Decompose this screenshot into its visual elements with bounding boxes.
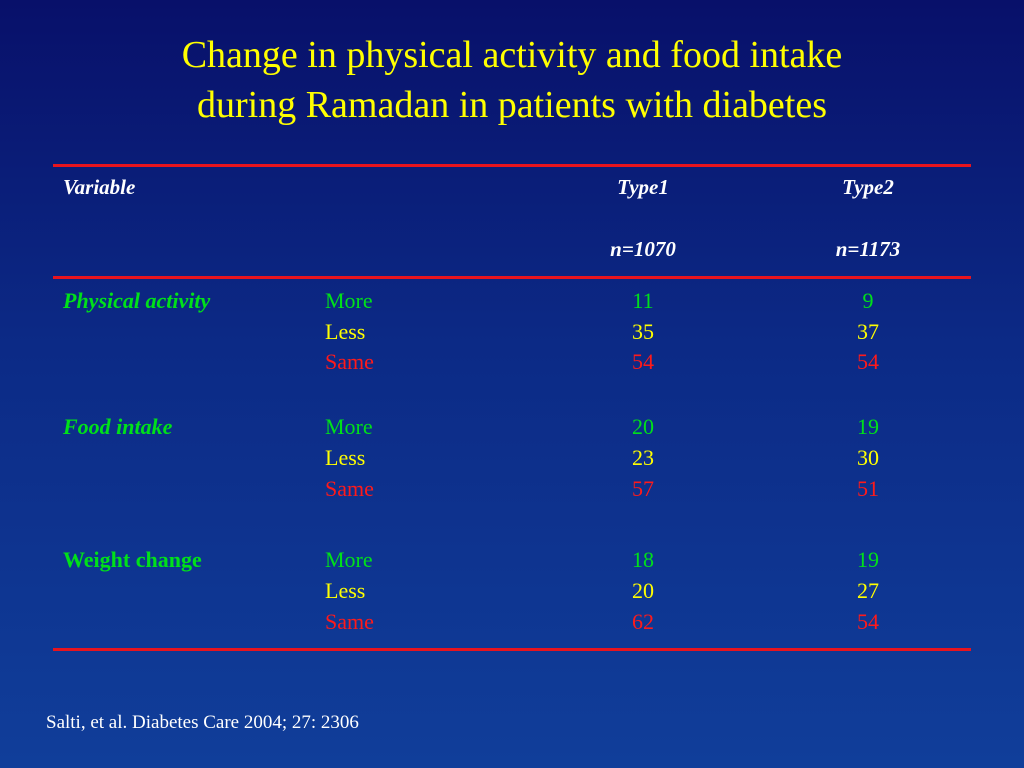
row-label-less: Less [325, 445, 366, 470]
group-name-physical-activity: Physical activity [63, 288, 211, 313]
cell-type1: 20 [632, 414, 654, 439]
row-label-more: More [325, 288, 373, 313]
row-label-less: Less [325, 578, 366, 603]
cell-type1: 54 [632, 349, 654, 374]
slide-title: Change in physical activity and food int… [0, 30, 1024, 130]
row-label-same: Same [325, 349, 374, 374]
row-label-same: Same [325, 609, 374, 634]
table-header-rule [53, 276, 971, 279]
cell-type1: 18 [632, 547, 654, 572]
header-variable: Variable [63, 175, 136, 199]
header-type2: Type2 [842, 175, 894, 199]
cell-type1: 20 [632, 578, 654, 603]
cell-type2: 30 [857, 445, 879, 470]
row-label-more: More [325, 547, 373, 572]
group-name-food-intake: Food intake [63, 414, 173, 439]
header-type2-n: n=1173 [835, 237, 901, 261]
cell-type2: 54 [857, 349, 879, 374]
cell-type1: 35 [632, 319, 654, 344]
group-name-weight-change: Weight change [63, 547, 202, 572]
cell-type1: 62 [632, 609, 654, 634]
cell-type2: 54 [857, 609, 879, 634]
source-citation: Salti, et al. Diabetes Care 2004; 27: 23… [46, 712, 359, 733]
title-line-2: during Ramadan in patients with diabetes [196, 84, 828, 126]
row-label-less: Less [325, 319, 366, 344]
title-line-1: Change in physical activity and food int… [181, 34, 843, 76]
cell-type1: 11 [632, 288, 654, 313]
cell-type2: 51 [857, 476, 879, 501]
cell-type2: 19 [857, 414, 879, 439]
cell-type2: 27 [857, 578, 879, 603]
cell-type2: 9 [862, 288, 874, 313]
header-type1-n: n=1070 [610, 237, 676, 261]
cell-type2: 19 [857, 547, 879, 572]
cell-type2: 37 [857, 319, 879, 344]
header-type1: Type1 [617, 175, 669, 199]
cell-type1: 23 [632, 445, 654, 470]
table-bottom-rule [53, 648, 971, 651]
table-top-rule [53, 164, 971, 167]
row-label-more: More [325, 414, 373, 439]
cell-type1: 57 [632, 476, 654, 501]
row-label-same: Same [325, 476, 374, 501]
